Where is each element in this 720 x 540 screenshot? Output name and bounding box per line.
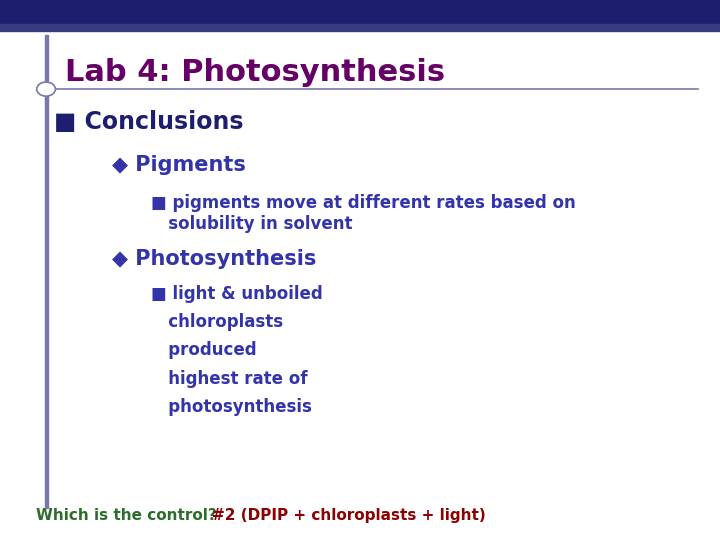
- Text: ■ pigments move at different rates based on: ■ pigments move at different rates based…: [151, 193, 576, 212]
- Bar: [45, 35, 48, 508]
- Bar: [0, 24, 720, 31]
- Text: Which is the control?: Which is the control?: [36, 508, 228, 523]
- Text: photosynthesis: photosynthesis: [151, 397, 312, 416]
- Text: ◆ Photosynthesis: ◆ Photosynthesis: [112, 249, 316, 269]
- Text: solubility in solvent: solubility in solvent: [151, 215, 353, 233]
- Text: Lab 4: Photosynthesis: Lab 4: Photosynthesis: [65, 58, 445, 87]
- Text: #2 (DPIP + chloroplasts + light): #2 (DPIP + chloroplasts + light): [212, 508, 486, 523]
- Text: ■ light & unboiled: ■ light & unboiled: [151, 285, 323, 303]
- Text: ◆ Pigments: ◆ Pigments: [112, 154, 246, 175]
- Circle shape: [37, 82, 55, 96]
- Text: highest rate of: highest rate of: [151, 369, 307, 388]
- Text: produced: produced: [151, 341, 257, 360]
- Text: ■ Conclusions: ■ Conclusions: [54, 110, 243, 133]
- Bar: [0, 0, 720, 24]
- Text: chloroplasts: chloroplasts: [151, 313, 284, 332]
